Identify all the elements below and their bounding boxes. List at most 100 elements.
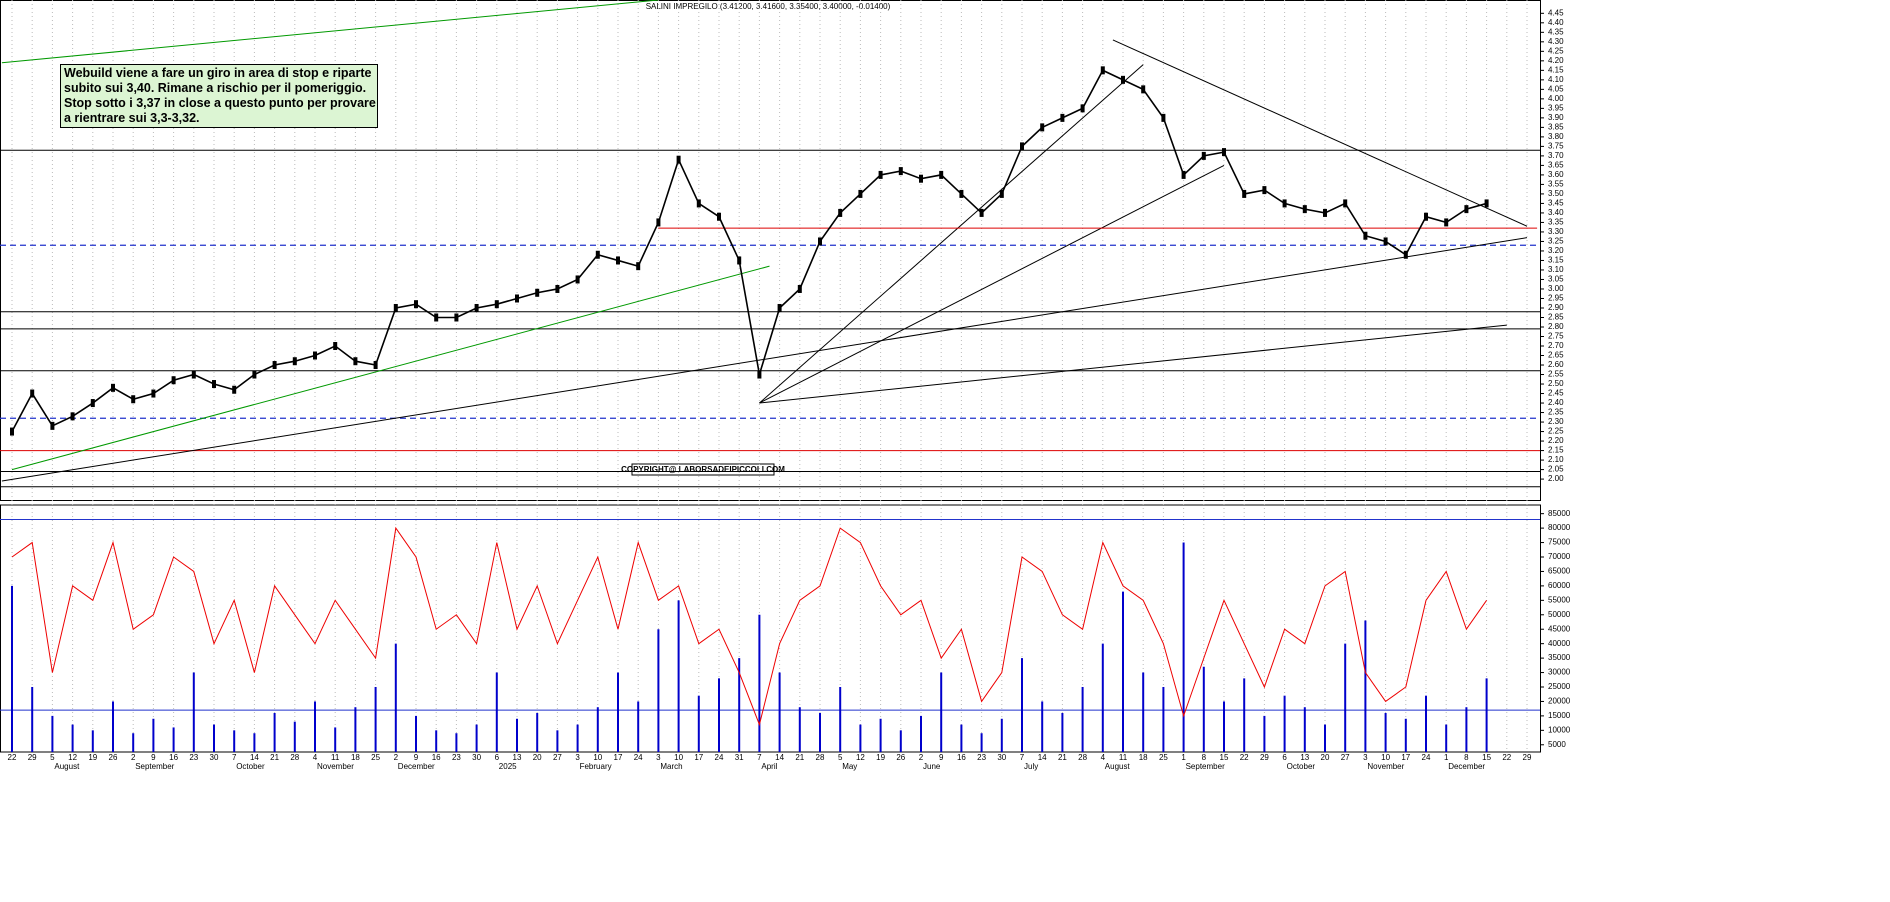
y-tick-label: 3.80 <box>1548 132 1564 141</box>
y-tick-label: 3.75 <box>1548 141 1564 150</box>
price-candle <box>333 342 338 351</box>
x-tick-label: 19 <box>88 753 97 762</box>
price-candle <box>919 174 923 183</box>
y-tick-label: 3.30 <box>1548 227 1564 236</box>
chart-title: SALINI IMPREGILO (3.41200, 3.41600, 3.35… <box>646 2 891 11</box>
price-candle <box>1343 199 1348 208</box>
x-tick-label: 3 <box>575 753 580 762</box>
x-tick-label: 9 <box>151 753 156 762</box>
price-candle <box>393 303 398 312</box>
price-candle <box>1302 205 1307 214</box>
x-tick-label: 16 <box>169 753 178 762</box>
y-tick-label: 3.10 <box>1548 265 1564 274</box>
price-candle <box>30 389 35 398</box>
y-tick-label: 2.45 <box>1548 389 1564 398</box>
x-tick-label: 13 <box>513 753 522 762</box>
x-tick-label: 4 <box>1101 753 1106 762</box>
price-candle <box>575 275 580 284</box>
price-candle <box>1464 205 1469 214</box>
x-tick-label: 19 <box>876 753 885 762</box>
price-line <box>11 69 1487 432</box>
x-tick-label: 30 <box>210 753 219 762</box>
x-tick-label: 7 <box>232 753 237 762</box>
month-label: 2025 <box>499 762 517 771</box>
price-candle <box>1484 199 1489 208</box>
y-tick-label: 4.30 <box>1548 37 1564 46</box>
x-tick-label: 7 <box>757 753 762 762</box>
price-candle <box>131 395 136 404</box>
y-tick-label: 3.15 <box>1548 256 1564 265</box>
y-tick-label: 2.35 <box>1548 408 1564 417</box>
x-tick-label: 25 <box>371 753 380 762</box>
month-label: October <box>236 762 265 771</box>
y2-tick-label: 15000 <box>1548 711 1571 720</box>
price-candle <box>434 313 439 322</box>
price-candle <box>70 412 75 421</box>
x-tick-label: 21 <box>795 753 804 762</box>
month-label: November <box>1367 762 1404 771</box>
copyright-box <box>631 463 775 476</box>
y-tick-label: 2.65 <box>1548 351 1564 360</box>
y2-tick-label: 65000 <box>1548 567 1571 576</box>
y2-tick-label: 50000 <box>1548 610 1571 619</box>
y-tick-label: 4.10 <box>1548 75 1564 84</box>
price-candle <box>757 370 762 379</box>
price-candle <box>111 383 115 392</box>
price-candle <box>232 385 237 394</box>
price-candle <box>474 303 479 312</box>
x-tick-label: 6 <box>1282 753 1287 762</box>
x-tick-label: 24 <box>634 753 643 762</box>
y-tick-label: 3.35 <box>1548 218 1564 227</box>
price-candle <box>1424 212 1428 221</box>
x-tick-label: 14 <box>1038 753 1047 762</box>
price-candle <box>1403 250 1408 259</box>
x-tick-label: 28 <box>1078 753 1087 762</box>
price-candle <box>10 427 14 436</box>
x-tick-label: 27 <box>553 753 562 762</box>
month-label: October <box>1287 762 1316 771</box>
trendline <box>759 64 1144 404</box>
price-candle <box>353 357 358 366</box>
price-candle <box>858 189 863 198</box>
y-tick-label: 2.70 <box>1548 341 1564 350</box>
month-label: December <box>398 762 435 771</box>
price-candle <box>1363 231 1368 240</box>
y-tick-label: 3.40 <box>1548 208 1564 217</box>
price-candle <box>797 284 802 293</box>
price-candle <box>1242 189 1247 198</box>
price-candle <box>292 357 297 366</box>
x-tick-label: 26 <box>109 753 118 762</box>
price-candle <box>90 399 95 408</box>
y2-tick-label: 10000 <box>1548 725 1571 734</box>
x-tick-label: 22 <box>1240 753 1249 762</box>
x-tick-label: 10 <box>593 753 602 762</box>
x-tick-label: 10 <box>674 753 683 762</box>
y-tick-label: 2.15 <box>1548 446 1564 455</box>
y-tick-label: 4.00 <box>1548 94 1564 103</box>
x-tick-label: 26 <box>896 753 905 762</box>
month-label: April <box>761 762 777 771</box>
y-tick-label: 2.90 <box>1548 303 1564 312</box>
price-candle <box>515 294 519 303</box>
x-tick-label: 7 <box>1020 753 1025 762</box>
x-tick-label: 18 <box>351 753 360 762</box>
month-label: June <box>923 762 941 771</box>
price-candle <box>898 167 903 176</box>
x-tick-label: 14 <box>775 753 784 762</box>
y2-tick-label: 40000 <box>1548 639 1571 648</box>
price-candle <box>939 170 944 179</box>
annotation-line: Stop sotto i 3,37 in close a questo punt… <box>64 96 376 110</box>
price-candle <box>777 303 782 312</box>
price-candle <box>535 288 540 297</box>
price-candle <box>151 389 156 398</box>
price-candle <box>1161 113 1166 122</box>
price-candle <box>1121 75 1125 84</box>
x-tick-label: 20 <box>1321 753 1330 762</box>
price-candle <box>595 250 600 259</box>
price-candle <box>252 370 257 379</box>
y-tick-label: 2.95 <box>1548 294 1564 303</box>
x-tick-label: 30 <box>472 753 481 762</box>
y2-tick-label: 25000 <box>1548 682 1571 691</box>
price-candle <box>50 421 55 430</box>
